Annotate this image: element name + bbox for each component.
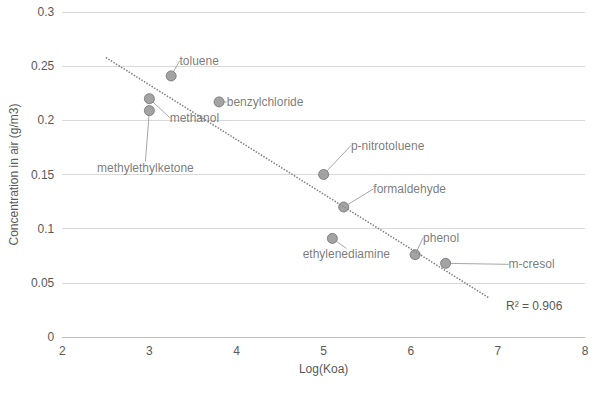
svg-text:Log(Koa): Log(Koa) [299,362,348,376]
svg-text:m-cresol: m-cresol [509,257,555,271]
svg-text:benzylchloride: benzylchloride [227,95,304,109]
svg-text:formaldehyde: formaldehyde [373,182,446,196]
svg-text:8: 8 [582,344,589,358]
svg-text:0.05: 0.05 [31,276,55,290]
svg-text:0.2: 0.2 [38,113,55,127]
svg-text:2: 2 [59,344,66,358]
svg-text:Concentration in air (g/m3): Concentration in air (g/m3) [7,103,21,245]
svg-text:R² = 0.906: R² = 0.906 [506,299,563,313]
svg-text:6: 6 [407,344,414,358]
svg-text:methanol: methanol [170,111,219,125]
svg-text:7: 7 [495,344,502,358]
svg-text:0.1: 0.1 [38,222,55,236]
svg-text:3: 3 [146,344,153,358]
svg-text:0.25: 0.25 [31,59,55,73]
svg-text:0: 0 [48,330,55,344]
svg-text:0.15: 0.15 [31,168,55,182]
svg-text:5: 5 [320,344,327,358]
svg-text:phenol: phenol [423,231,459,245]
svg-text:ethylenediamine: ethylenediamine [303,247,391,261]
svg-text:toluene: toluene [179,54,219,68]
svg-text:methylethylketone: methylethylketone [97,161,194,175]
svg-text:0.3: 0.3 [38,5,55,19]
svg-text:4: 4 [233,344,240,358]
svg-text:p-nitrotoluene: p-nitrotoluene [351,139,425,153]
